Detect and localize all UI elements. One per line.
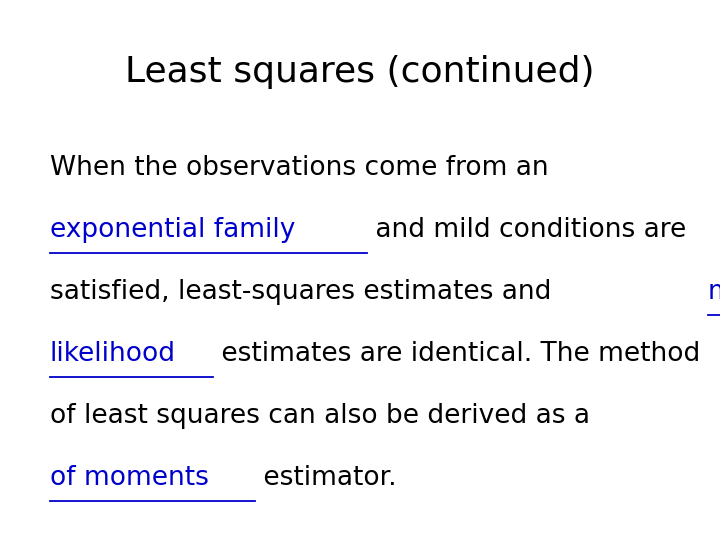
- Text: estimator.: estimator.: [255, 465, 397, 491]
- Text: When the observations come from an: When the observations come from an: [50, 155, 549, 181]
- Text: estimates are identical. The method: estimates are identical. The method: [212, 341, 700, 367]
- Text: of least squares can also be derived as a: of least squares can also be derived as …: [50, 403, 598, 429]
- Text: Least squares (continued): Least squares (continued): [125, 55, 595, 89]
- Text: satisfied, least-squares estimates and: satisfied, least-squares estimates and: [50, 279, 559, 305]
- Text: maximum-: maximum-: [708, 279, 720, 305]
- Text: exponential family: exponential family: [50, 217, 295, 243]
- Text: likelihood: likelihood: [50, 341, 176, 367]
- Text: and mild conditions are: and mild conditions are: [366, 217, 686, 243]
- Text: of moments: of moments: [50, 465, 209, 491]
